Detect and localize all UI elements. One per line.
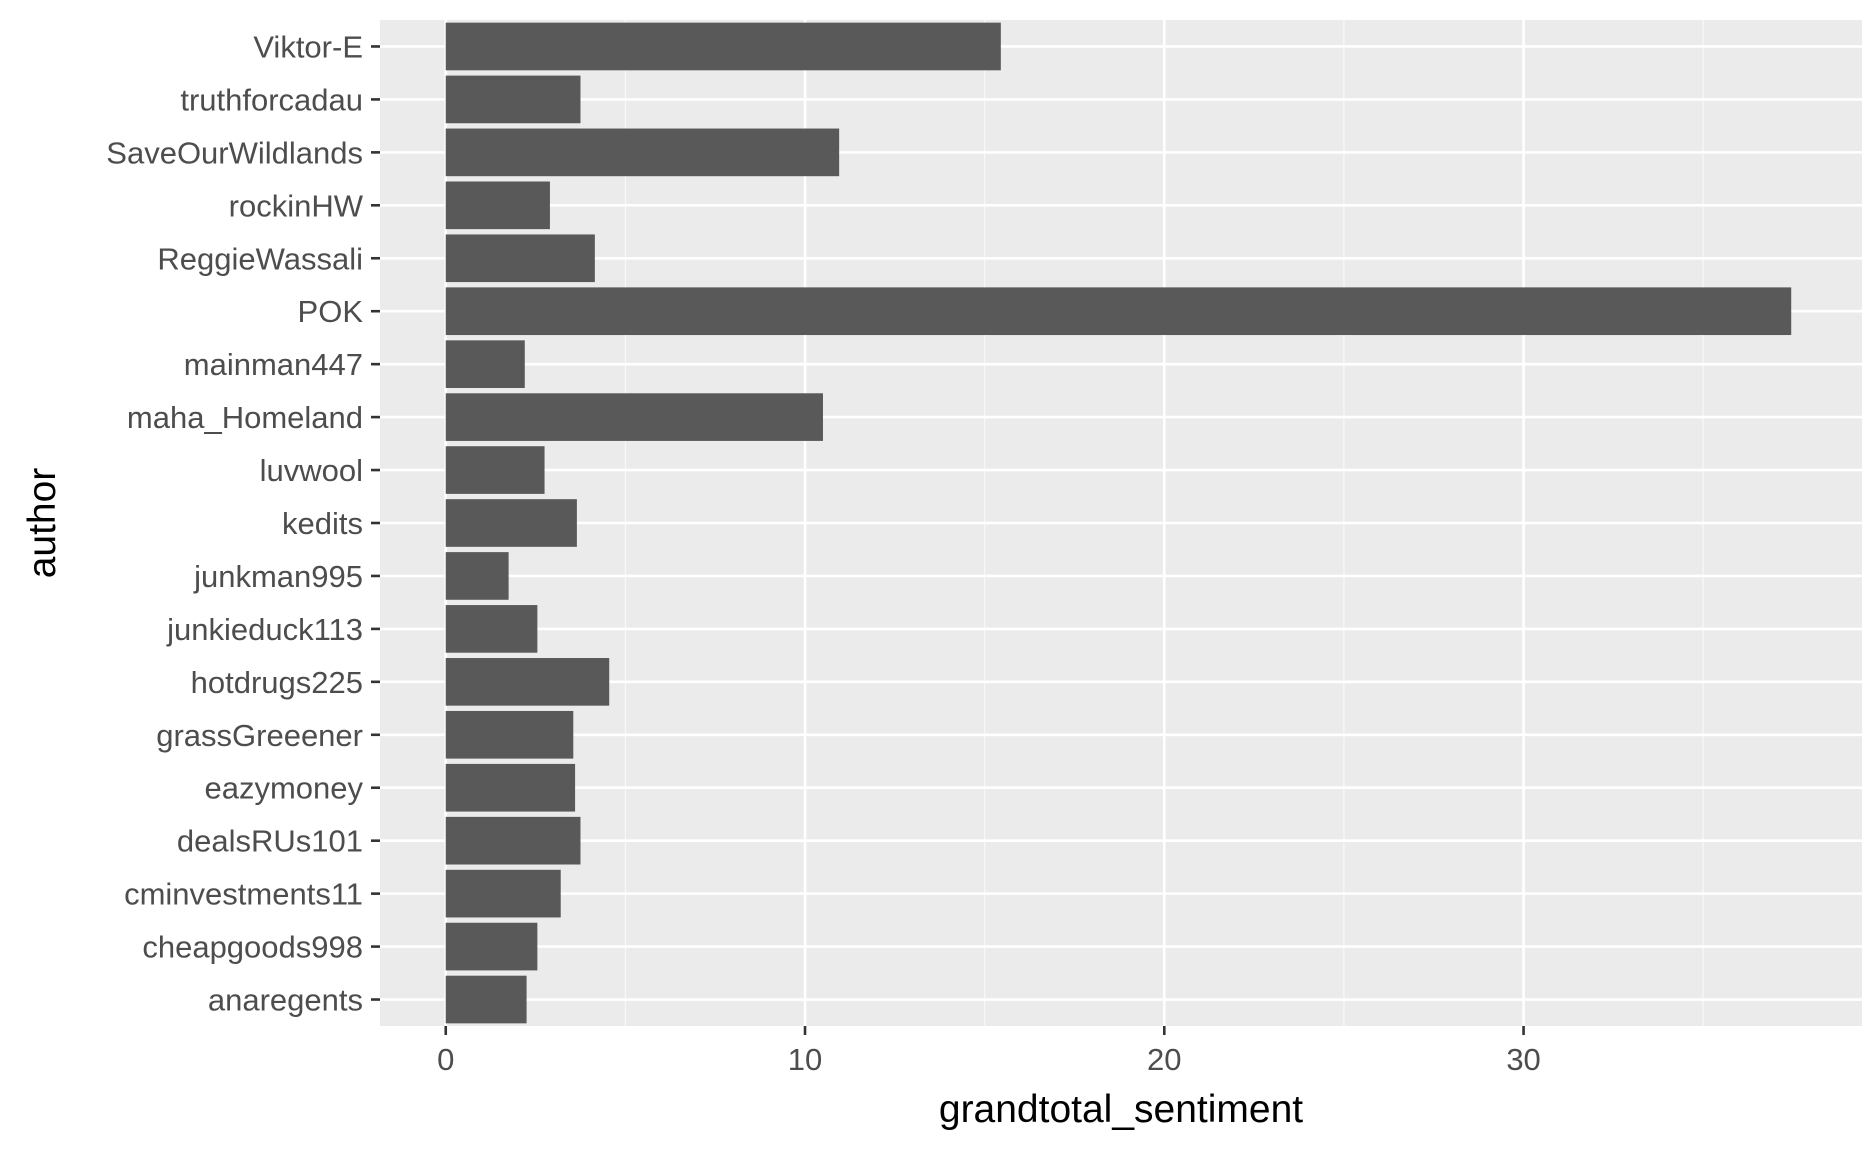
x-tick-label: 10 [788, 1042, 822, 1077]
y-tick-label: eazymoney [204, 771, 363, 806]
y-tick-label: junkieduck113 [166, 612, 363, 647]
bar-cminvestments11 [445, 869, 561, 918]
y-tick-label: cheapgoods998 [142, 930, 363, 965]
bar-maha_Homeland [445, 393, 823, 441]
bar-hotdrugs225 [445, 658, 610, 706]
y-tick-label: SaveOurWildlands [106, 135, 363, 170]
y-tick-label: junkman995 [193, 559, 363, 594]
bar-POK [445, 287, 1792, 336]
bar-ReggieWassali [445, 234, 595, 283]
bar-luvwool [445, 446, 545, 494]
y-tick-label: cminvestments11 [124, 877, 363, 912]
bar-cheapgoods998 [445, 922, 538, 971]
x-tick-label: 30 [1506, 1042, 1540, 1077]
y-tick-label: Viktor-E [253, 29, 363, 64]
y-tick-label: luvwool [260, 453, 363, 488]
y-tick-label: truthforcadau [180, 82, 363, 117]
bar-grassGreeener [445, 710, 574, 759]
y-axis-title: author [21, 468, 64, 579]
bars [445, 22, 1792, 1024]
x-tick-label: 0 [437, 1042, 454, 1077]
bar-anaregents [445, 975, 527, 1024]
bar-kedits [445, 499, 577, 547]
y-tick-label: maha_Homeland [127, 400, 363, 435]
y-axis: Viktor-E truthforcadau SaveOurWildlands roc… [106, 29, 380, 1018]
bar-rockinHW [445, 181, 550, 230]
bar-dealsRUs101 [445, 816, 581, 865]
x-axis-title: grandtotal_sentiment [939, 1088, 1303, 1131]
y-tick-label: rockinHW [229, 188, 364, 223]
y-tick-label: anaregents [208, 983, 363, 1018]
y-tick-label: hotdrugs225 [191, 665, 363, 700]
x-tick-label: 20 [1147, 1042, 1181, 1077]
y-tick-label: kedits [282, 506, 363, 541]
bar-mainman447 [445, 340, 525, 388]
bar-truthforcadau [445, 75, 581, 124]
y-tick-label: mainman447 [184, 347, 363, 382]
bar-Viktor-E [445, 22, 1001, 71]
y-tick-label: dealsRUs101 [177, 824, 363, 859]
bar-junkieduck113 [445, 605, 538, 653]
y-tick-label: ReggieWassali [157, 241, 363, 276]
bar-SaveOurWildlands [445, 128, 840, 177]
y-tick-label: grassGreeener [156, 718, 363, 753]
x-axis: 0 10 20 30 [437, 1026, 1541, 1077]
y-tick-label: POK [298, 294, 364, 329]
bar-eazymoney [445, 763, 576, 812]
bar-junkman995 [445, 552, 509, 600]
